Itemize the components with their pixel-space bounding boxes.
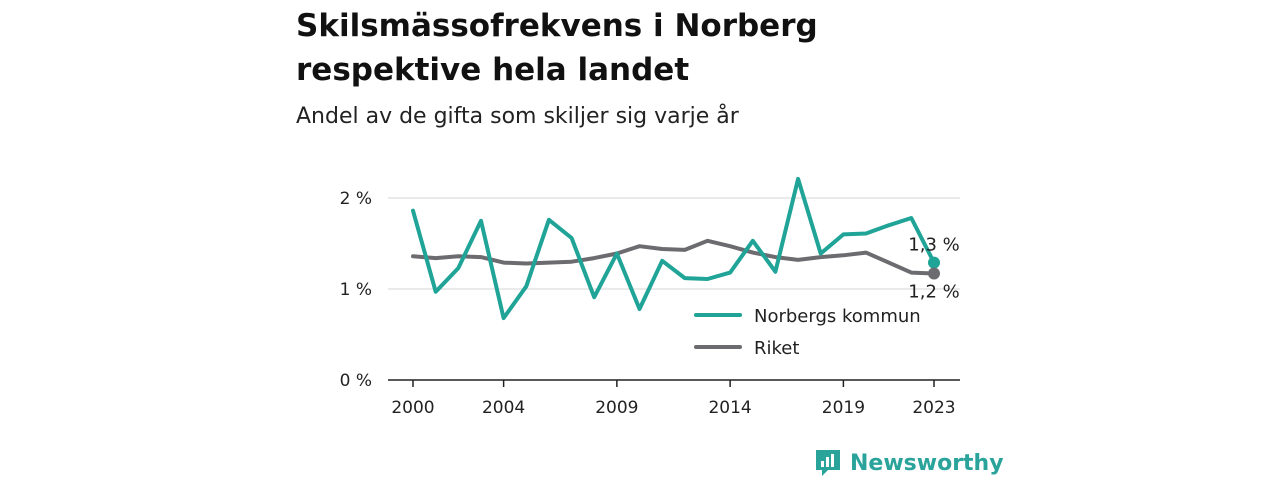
y-tick-label: 1 % bbox=[340, 280, 372, 300]
brand-name: Newsworthy bbox=[850, 450, 1004, 476]
x-tick-label: 2000 bbox=[391, 398, 434, 418]
y-axis-ticks: 0 % 1 % 2 % bbox=[340, 189, 372, 391]
series-end-point bbox=[928, 267, 940, 280]
series-lines bbox=[411, 176, 936, 321]
grid-lines bbox=[388, 197, 960, 290]
legend: Norbergs kommun Riket bbox=[694, 306, 921, 359]
newsworthy-logo-icon bbox=[816, 450, 840, 476]
x-tick-label: 2004 bbox=[482, 398, 525, 418]
y-tick-label: 2 % bbox=[340, 189, 372, 209]
series-line-riket bbox=[411, 238, 936, 276]
chart-subtitle: Andel av de gifta som skiljer sig varje … bbox=[296, 104, 739, 129]
chart-title: Skilsmässofrekvens i Norberg respektive … bbox=[296, 8, 818, 88]
series-end-point bbox=[928, 256, 940, 269]
x-axis-ticks: 2000 2004 2009 2014 2019 2023 bbox=[391, 380, 956, 418]
legend-label: Norbergs kommun bbox=[754, 306, 921, 327]
brand-logo: Newsworthy bbox=[814, 446, 1004, 480]
x-tick-label: 2019 bbox=[822, 398, 865, 418]
series-end-label: 1,3 % bbox=[908, 235, 959, 256]
x-tick-label: 2023 bbox=[912, 398, 955, 418]
series-line-norbergs-kommun bbox=[411, 176, 936, 321]
x-tick-label: 2009 bbox=[595, 398, 638, 418]
legend-label: Riket bbox=[754, 338, 799, 359]
y-tick-label: 0 % bbox=[340, 371, 372, 391]
series-end-label: 1,2 % bbox=[908, 282, 959, 303]
series-endpoints: 1,3 % 1,2 % bbox=[908, 235, 959, 303]
x-tick-label: 2014 bbox=[708, 398, 751, 418]
